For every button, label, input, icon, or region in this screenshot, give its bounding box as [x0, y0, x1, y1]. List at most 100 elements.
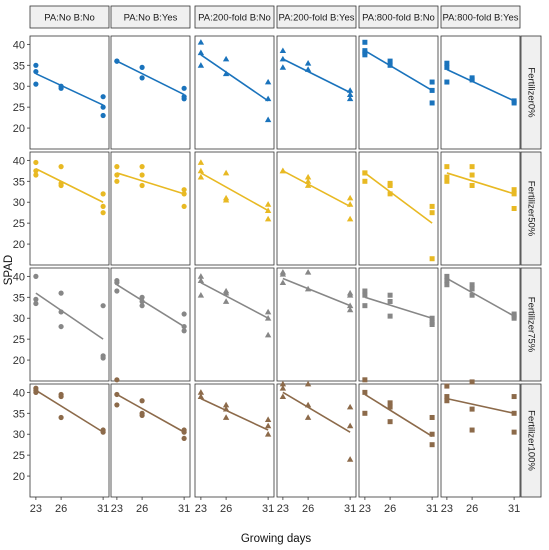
data-point	[264, 315, 272, 321]
row-strip	[520, 151, 542, 266]
data-point	[444, 398, 450, 404]
data-point	[362, 178, 368, 184]
data-point	[264, 215, 272, 222]
data-point	[139, 64, 145, 70]
data-point	[279, 380, 287, 387]
x-tick-label: 23	[111, 503, 123, 515]
data-point	[279, 279, 287, 286]
trend-line	[282, 58, 351, 94]
x-tick-label: 31	[426, 503, 438, 515]
data-point	[181, 85, 187, 91]
data-point	[346, 215, 354, 222]
data-point	[469, 172, 475, 178]
data-point	[33, 296, 39, 302]
y-tick-label: 35	[13, 60, 25, 72]
y-tick-label: 30	[13, 429, 25, 441]
y-tick-label: 30	[13, 313, 25, 325]
data-point	[304, 285, 312, 292]
data-point	[197, 167, 205, 174]
data-point	[100, 303, 106, 309]
trend-line	[35, 168, 104, 203]
data-point	[33, 62, 39, 68]
facet-panel	[194, 35, 275, 150]
facet-panel	[29, 151, 110, 266]
data-point	[346, 403, 354, 410]
data-point	[264, 201, 272, 207]
data-point	[511, 315, 517, 321]
x-tick-label: 23	[30, 503, 42, 515]
data-point	[362, 389, 368, 395]
trend-line	[116, 172, 185, 195]
data-point	[469, 292, 475, 298]
panel-border	[110, 383, 191, 498]
data-point	[429, 442, 435, 448]
data-point	[58, 393, 64, 400]
data-point	[444, 79, 450, 85]
facet-panel	[276, 35, 357, 150]
data-point	[346, 194, 354, 201]
data-point	[114, 377, 120, 383]
x-axis-title: Growing days	[241, 533, 312, 545]
panel-border	[29, 383, 110, 498]
data-point	[264, 207, 272, 213]
data-point	[346, 302, 354, 309]
data-point	[33, 68, 39, 75]
y-tick-label: 25	[13, 334, 25, 346]
data-point	[139, 164, 145, 170]
data-point	[444, 278, 450, 284]
data-point	[181, 435, 187, 442]
data-point	[114, 288, 120, 294]
data-point	[100, 104, 106, 110]
column-strip-label: PA:200-fold B:Yes	[278, 13, 354, 24]
data-point	[511, 191, 517, 197]
data-point	[181, 311, 187, 317]
data-point	[387, 419, 393, 425]
data-point	[58, 414, 64, 421]
row-strip-label: Fertilizer100%	[525, 410, 536, 471]
data-point	[222, 70, 230, 77]
data-point	[58, 164, 64, 170]
column-strip	[276, 5, 357, 29]
data-point	[114, 164, 120, 170]
data-point	[346, 422, 354, 429]
facet-panel	[194, 383, 275, 498]
trend-line	[446, 172, 515, 195]
column-strip-label: PA:800-fold B:No	[362, 13, 435, 24]
data-point	[139, 412, 145, 418]
data-point	[511, 206, 517, 211]
column-strip	[440, 5, 521, 29]
y-tick-label: 35	[13, 176, 25, 188]
facet-panel	[358, 267, 439, 382]
data-point	[387, 62, 393, 68]
data-point	[279, 47, 287, 54]
facet-panel	[194, 151, 275, 266]
facet-panel	[440, 379, 521, 498]
data-point	[222, 298, 230, 304]
panel-border	[29, 35, 110, 150]
data-point	[444, 383, 450, 389]
data-point	[114, 402, 120, 408]
trend-line	[200, 281, 269, 319]
x-tick-label: 31	[178, 503, 190, 515]
data-point	[114, 58, 120, 64]
row-strip	[520, 267, 542, 382]
data-point	[197, 39, 205, 45]
trend-line	[446, 277, 515, 317]
data-point	[139, 182, 145, 189]
data-point	[469, 379, 475, 385]
facet-panel	[440, 35, 521, 150]
data-point	[222, 414, 230, 420]
data-point	[197, 292, 205, 298]
trend-line	[364, 49, 433, 92]
data-point	[222, 55, 230, 62]
x-tick-label: 31	[97, 503, 109, 515]
data-point	[429, 256, 435, 262]
data-point	[100, 191, 106, 197]
data-point	[387, 58, 393, 64]
x-tick-label: 31	[344, 503, 356, 515]
data-point	[100, 112, 106, 119]
row-strip-label: Fertilizer0%	[525, 67, 536, 118]
data-point	[362, 410, 368, 416]
data-point	[58, 323, 64, 330]
